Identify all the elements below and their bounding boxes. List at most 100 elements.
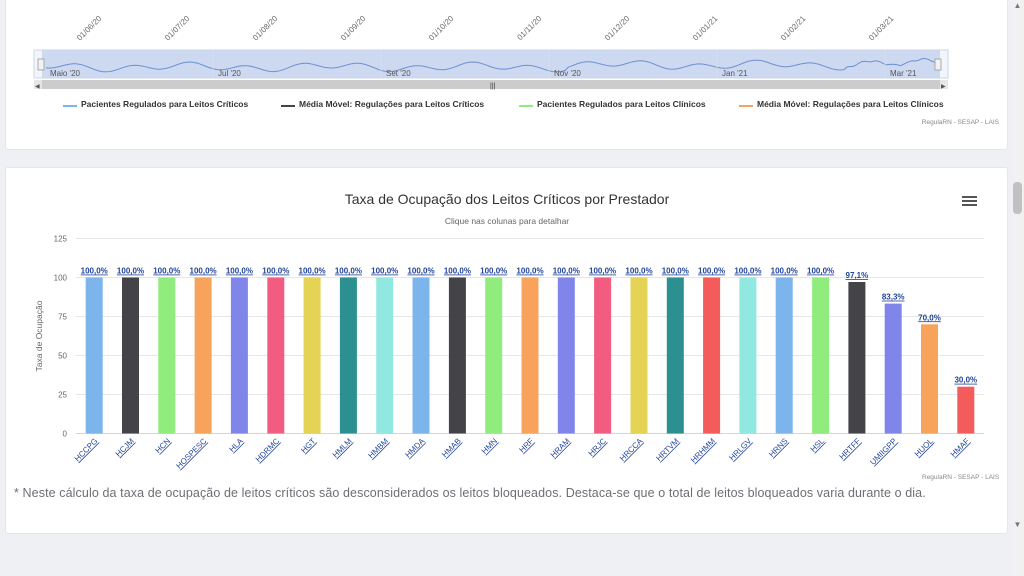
bar[interactable] (194, 277, 212, 434)
bar[interactable] (158, 277, 176, 434)
data-label[interactable]: 100,0% (153, 267, 180, 276)
chart-subtitle: Clique nas colunas para detalhar (445, 216, 569, 226)
x-tick-label[interactable]: HRTVM (654, 436, 681, 463)
data-label[interactable]: 100,0% (371, 267, 398, 276)
x-tick-label[interactable]: HCCPG (73, 437, 100, 464)
x-tick-label[interactable]: HRTFF (838, 436, 863, 461)
legend-label: Pacientes Regulados para Leitos Críticos (81, 99, 249, 109)
data-label[interactable]: 100,0% (734, 267, 761, 276)
bar[interactable] (666, 277, 684, 434)
navigator-left-handle[interactable] (37, 58, 45, 71)
x-tick-label[interactable]: HRLGV (727, 436, 753, 462)
x-tick-label[interactable]: HLA (227, 436, 245, 454)
bar[interactable] (521, 277, 539, 434)
data-label[interactable]: 97,1% (846, 271, 869, 280)
data-label[interactable]: 100,0% (81, 267, 108, 276)
x-tick-label[interactable]: HCN (154, 436, 173, 455)
data-label[interactable]: 100,0% (625, 267, 652, 276)
y-tick-label: 125 (54, 235, 68, 244)
bar[interactable] (703, 277, 721, 434)
top-credits[interactable]: RegulaRN - SESAP - LAIS (921, 119, 999, 126)
bar[interactable] (448, 277, 466, 434)
data-label[interactable]: 70,0% (918, 313, 941, 322)
data-label[interactable]: 100,0% (698, 267, 725, 276)
x-tick-label[interactable]: HSL (809, 436, 827, 454)
x-tick-label[interactable]: HRAM (549, 436, 572, 459)
data-label[interactable]: 100,0% (480, 267, 507, 276)
bar[interactable] (85, 277, 103, 434)
data-label[interactable]: 100,0% (262, 267, 289, 276)
data-label[interactable]: 100,0% (807, 267, 834, 276)
page-scrollbar[interactable]: ▲ ▼ (1011, 0, 1024, 576)
data-label[interactable]: 100,0% (589, 267, 616, 276)
bar[interactable] (884, 303, 902, 434)
navigator-label: Jul '20 (218, 69, 241, 78)
x-tick-label[interactable]: UMIIGPP (868, 437, 898, 467)
x-axis-labels: HCCPG HCJM HCN HOSPESC HLA HDRMC HGT HMLM HMBM HM… (73, 436, 971, 470)
bar[interactable] (122, 277, 139, 434)
x-tick-label[interactable]: HRJC (587, 436, 609, 458)
bar[interactable] (557, 277, 575, 434)
navigator-scrollbar-thumb[interactable] (42, 80, 940, 89)
data-label[interactable]: 100,0% (444, 267, 471, 276)
bar[interactable] (739, 277, 757, 434)
time-series-chart: 01/06/20 01/07/20 01/08/20 01/09/20 01/10/20… (33, 14, 949, 90)
navigator-selection (42, 50, 940, 78)
page-scrollbar-thumb[interactable] (1013, 182, 1022, 214)
data-label[interactable]: 100,0% (516, 267, 543, 276)
chart-menu-icon[interactable] (962, 194, 977, 208)
scroll-up-arrow-icon[interactable]: ▲ (1013, 1, 1022, 10)
data-label[interactable]: 100,0% (335, 267, 362, 276)
data-label[interactable]: 100,0% (117, 267, 144, 276)
x-tick-label[interactable]: HMAB (440, 437, 463, 460)
bar[interactable] (267, 277, 285, 434)
x-tick-label[interactable]: HGT (299, 436, 317, 454)
x-tick-label[interactable]: HMN (480, 436, 499, 455)
chart-title: Taxa de Ocupação dos Leitos Críticos por… (345, 191, 670, 207)
data-label[interactable]: 100,0% (190, 267, 217, 276)
bar[interactable] (485, 277, 503, 434)
data-label[interactable]: 100,0% (299, 267, 326, 276)
x-tick-label[interactable]: HMBM (366, 436, 390, 460)
x-tick-label[interactable]: HOSPESC (174, 436, 208, 470)
legend-line-icon (519, 105, 533, 107)
x-tick-label[interactable]: HCJM (114, 436, 136, 458)
main-credits[interactable]: RegulaRN - SESAP - LAIS (922, 474, 1000, 481)
bar[interactable] (921, 324, 938, 434)
bar[interactable] (812, 277, 830, 434)
legend-label: Média Móvel: Regulações para Leitos Crít… (299, 99, 485, 109)
bar[interactable] (376, 277, 394, 434)
data-label[interactable]: 30,0% (954, 376, 977, 385)
x-tick-label[interactable]: HMLM (331, 436, 354, 459)
x-tick-label[interactable]: HRF (517, 436, 535, 454)
x-tick-label[interactable]: HRCCA (618, 436, 645, 463)
bar[interactable] (339, 277, 357, 434)
scroll-left-arrow-icon: ◀ (35, 84, 40, 90)
x-tick-label[interactable]: HDRMC (254, 436, 282, 464)
navigator-right-handle[interactable] (934, 58, 942, 71)
navigator-label: Jan '21 (722, 69, 748, 78)
data-label[interactable]: 100,0% (226, 267, 253, 276)
data-label[interactable]: 100,0% (553, 267, 580, 276)
bar[interactable] (412, 277, 430, 434)
bar[interactable] (594, 277, 612, 434)
data-label[interactable]: 83,3% (882, 293, 905, 302)
data-label[interactable]: 100,0% (771, 267, 798, 276)
x-tick-label[interactable]: HRHMM (689, 436, 717, 464)
bar[interactable] (957, 386, 975, 434)
data-label[interactable]: 100,0% (662, 267, 689, 276)
x-tick-label[interactable]: HMDA (403, 436, 426, 459)
x-tick-label[interactable]: HUOL (913, 436, 935, 458)
scroll-right-arrow-icon: ▶ (941, 84, 946, 90)
bar[interactable] (775, 277, 793, 434)
x-tick-label[interactable]: HRNS (767, 437, 789, 459)
x-tick-label[interactable]: HMAF (949, 436, 971, 458)
bar[interactable] (230, 277, 248, 434)
bar[interactable] (848, 282, 866, 434)
data-label[interactable]: 100,0% (407, 267, 434, 276)
scroll-down-arrow-icon[interactable]: ▼ (1013, 520, 1022, 529)
navigator[interactable]: Maio '20 Jul '20 Set '20 Nov '20 Jan '21 Mar … (33, 49, 949, 90)
bar[interactable] (303, 277, 321, 434)
bar[interactable] (630, 277, 648, 434)
